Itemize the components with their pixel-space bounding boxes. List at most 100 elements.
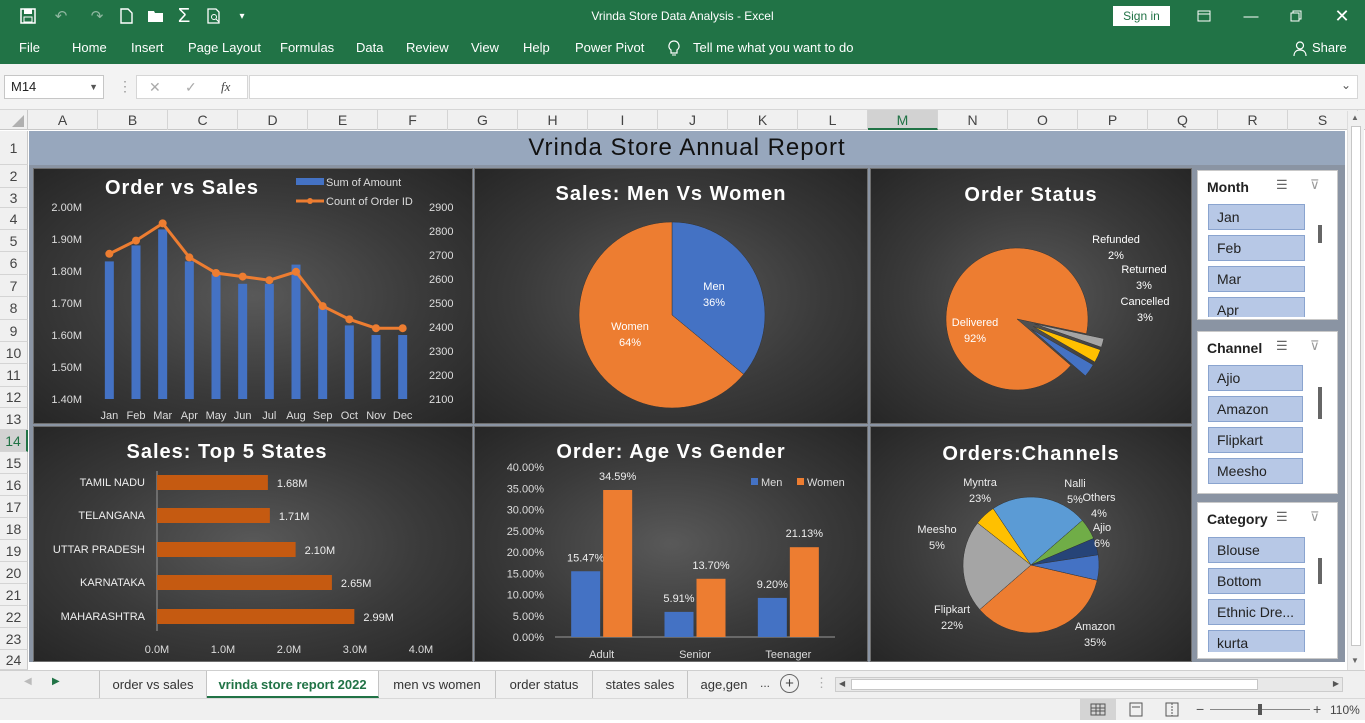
column-header[interactable]: B <box>98 110 168 130</box>
slicer-item[interactable]: Mar <box>1208 266 1305 292</box>
insert-function-icon[interactable]: fx <box>221 79 231 94</box>
print-preview-icon[interactable] <box>203 0 225 32</box>
row-header[interactable]: 5 <box>0 230 28 252</box>
open-folder-icon[interactable] <box>145 0 167 32</box>
select-all-button[interactable] <box>0 110 28 130</box>
chart-top-5-states[interactable]: Sales: Top 5 States TAMIL NADU 1.68M TELAN… <box>33 426 473 662</box>
expand-formula-bar-icon[interactable]: ⌄ <box>1340 78 1351 92</box>
slicer-item[interactable]: kurta <box>1208 630 1305 652</box>
column-header[interactable]: C <box>168 110 238 130</box>
zoom-in-button[interactable]: + <box>1313 701 1322 717</box>
next-sheet-icon[interactable]: ▶ <box>52 676 60 687</box>
page-layout-view-button[interactable] <box>1122 699 1150 720</box>
sheet-tab-active[interactable]: vrinda store report 2022 <box>207 671 379 698</box>
slicer-item[interactable]: Jan <box>1208 204 1305 230</box>
more-sheets-icon[interactable]: ... <box>760 676 771 690</box>
column-header[interactable]: G <box>448 110 518 130</box>
scroll-up-icon[interactable]: ▲ <box>1351 113 1359 122</box>
row-header[interactable]: 19 <box>0 540 28 562</box>
tell-me-search[interactable]: Tell me what you want to do <box>693 40 854 55</box>
multi-select-icon[interactable]: ☰ <box>1276 177 1288 192</box>
tab-help[interactable]: Help <box>523 40 550 55</box>
row-header[interactable]: 4 <box>0 208 28 230</box>
tab-home[interactable]: Home <box>72 40 107 55</box>
row-header[interactable]: 24 <box>0 650 28 670</box>
customize-toolbar-icon[interactable]: ▾ <box>239 10 245 22</box>
slicer-item[interactable]: Meesho <box>1208 458 1303 484</box>
column-header[interactable]: Q <box>1148 110 1218 130</box>
name-box[interactable]: M14 ▼ <box>4 75 104 99</box>
row-header[interactable]: 14 <box>0 430 28 452</box>
tab-file[interactable]: File <box>19 40 40 55</box>
normal-view-button[interactable] <box>1080 699 1116 720</box>
minimize-icon[interactable]: — <box>1243 7 1259 25</box>
column-header[interactable]: L <box>798 110 868 130</box>
chart-men-vs-women[interactable]: Sales: Men Vs Women Men 36% Women 64% <box>474 168 868 424</box>
chart-age-vs-gender[interactable]: Order: Age Vs Gender Men Women 40.00% 35.… <box>474 426 868 662</box>
undo-icon[interactable]: ↶ <box>54 8 68 25</box>
sheet-tab[interactable]: age,gen <box>700 677 748 692</box>
redo-icon[interactable]: ↷ <box>90 8 104 25</box>
tab-view[interactable]: View <box>471 40 499 55</box>
scrollbar-thumb[interactable] <box>851 679 1258 690</box>
share-button[interactable]: Share <box>1312 40 1347 55</box>
column-header[interactable]: K <box>728 110 798 130</box>
prev-sheet-icon[interactable]: ◀ <box>24 676 32 687</box>
check-icon[interactable]: ✓ <box>185 79 197 95</box>
row-header[interactable]: 22 <box>0 606 28 628</box>
slicer-item[interactable]: Blouse <box>1208 537 1305 563</box>
row-header[interactable]: 16 <box>0 474 28 496</box>
column-header[interactable]: R <box>1218 110 1288 130</box>
column-header[interactable]: P <box>1078 110 1148 130</box>
horizontal-scrollbar[interactable]: ◀ ▶ <box>835 677 1343 692</box>
row-header[interactable]: 18 <box>0 518 28 540</box>
scroll-right-icon[interactable]: ▶ <box>1332 679 1339 688</box>
scroll-down-icon[interactable]: ▼ <box>1351 656 1359 665</box>
column-header[interactable]: D <box>238 110 308 130</box>
column-header[interactable]: E <box>308 110 378 130</box>
clear-filter-icon[interactable]: ⊽ <box>1310 509 1320 524</box>
column-header[interactable]: O <box>1008 110 1078 130</box>
row-header[interactable]: 9 <box>0 320 28 342</box>
row-header[interactable]: 10 <box>0 342 28 364</box>
person-icon[interactable] <box>1290 32 1310 64</box>
page-break-view-button[interactable] <box>1158 699 1186 720</box>
vertical-scrollbar[interactable]: ▲ ▼ <box>1347 111 1364 670</box>
sheet-tab[interactable]: states sales <box>593 671 688 698</box>
column-header[interactable]: J <box>658 110 728 130</box>
scroll-left-icon[interactable]: ◀ <box>839 679 846 688</box>
row-header[interactable]: 3 <box>0 188 28 208</box>
clear-filter-icon[interactable]: ⊽ <box>1310 177 1320 192</box>
zoom-level[interactable]: 110% <box>1330 703 1360 717</box>
tab-power-pivot[interactable]: Power Pivot <box>575 40 645 55</box>
zoom-slider-thumb[interactable] <box>1258 704 1262 715</box>
column-header[interactable]: A <box>28 110 98 130</box>
sheet-tab[interactable]: order status <box>496 671 593 698</box>
sheet-tab[interactable]: men vs women <box>379 671 496 698</box>
slicer-item[interactable]: Ajio <box>1208 365 1303 391</box>
slicer-item[interactable]: Amazon <box>1208 396 1303 422</box>
ribbon-display-icon[interactable] <box>1190 0 1218 32</box>
slicer-scrollbar[interactable] <box>1318 225 1322 243</box>
new-file-icon[interactable] <box>116 0 136 32</box>
formula-input[interactable]: ⌄ <box>249 75 1358 99</box>
tab-data[interactable]: Data <box>356 40 384 55</box>
column-header-selected[interactable]: M <box>868 110 938 130</box>
slicer-item[interactable]: Flipkart <box>1208 427 1303 453</box>
scrollbar-thumb[interactable] <box>1351 126 1361 646</box>
row-header[interactable]: 2 <box>0 165 28 188</box>
row-header[interactable]: 21 <box>0 584 28 606</box>
restore-icon[interactable] <box>1282 0 1310 32</box>
slicer-scrollbar[interactable] <box>1318 387 1322 419</box>
column-header[interactable]: I <box>588 110 658 130</box>
tab-review[interactable]: Review <box>406 40 449 55</box>
row-header[interactable]: 13 <box>0 408 28 430</box>
chart-order-status[interactable]: Order Status Delivered 92% Refunded 2% R… <box>870 168 1192 424</box>
slicer-item[interactable]: Bottom <box>1208 568 1305 594</box>
row-header[interactable]: 23 <box>0 628 28 650</box>
slicer-item[interactable]: Apr <box>1208 297 1305 317</box>
row-header[interactable]: 8 <box>0 297 28 320</box>
chart-order-vs-sales[interactable]: Order vs Sales Sum of Amount Count of Or… <box>33 168 473 424</box>
row-header[interactable]: 11 <box>0 364 28 387</box>
row-header[interactable]: 1 <box>0 131 28 165</box>
